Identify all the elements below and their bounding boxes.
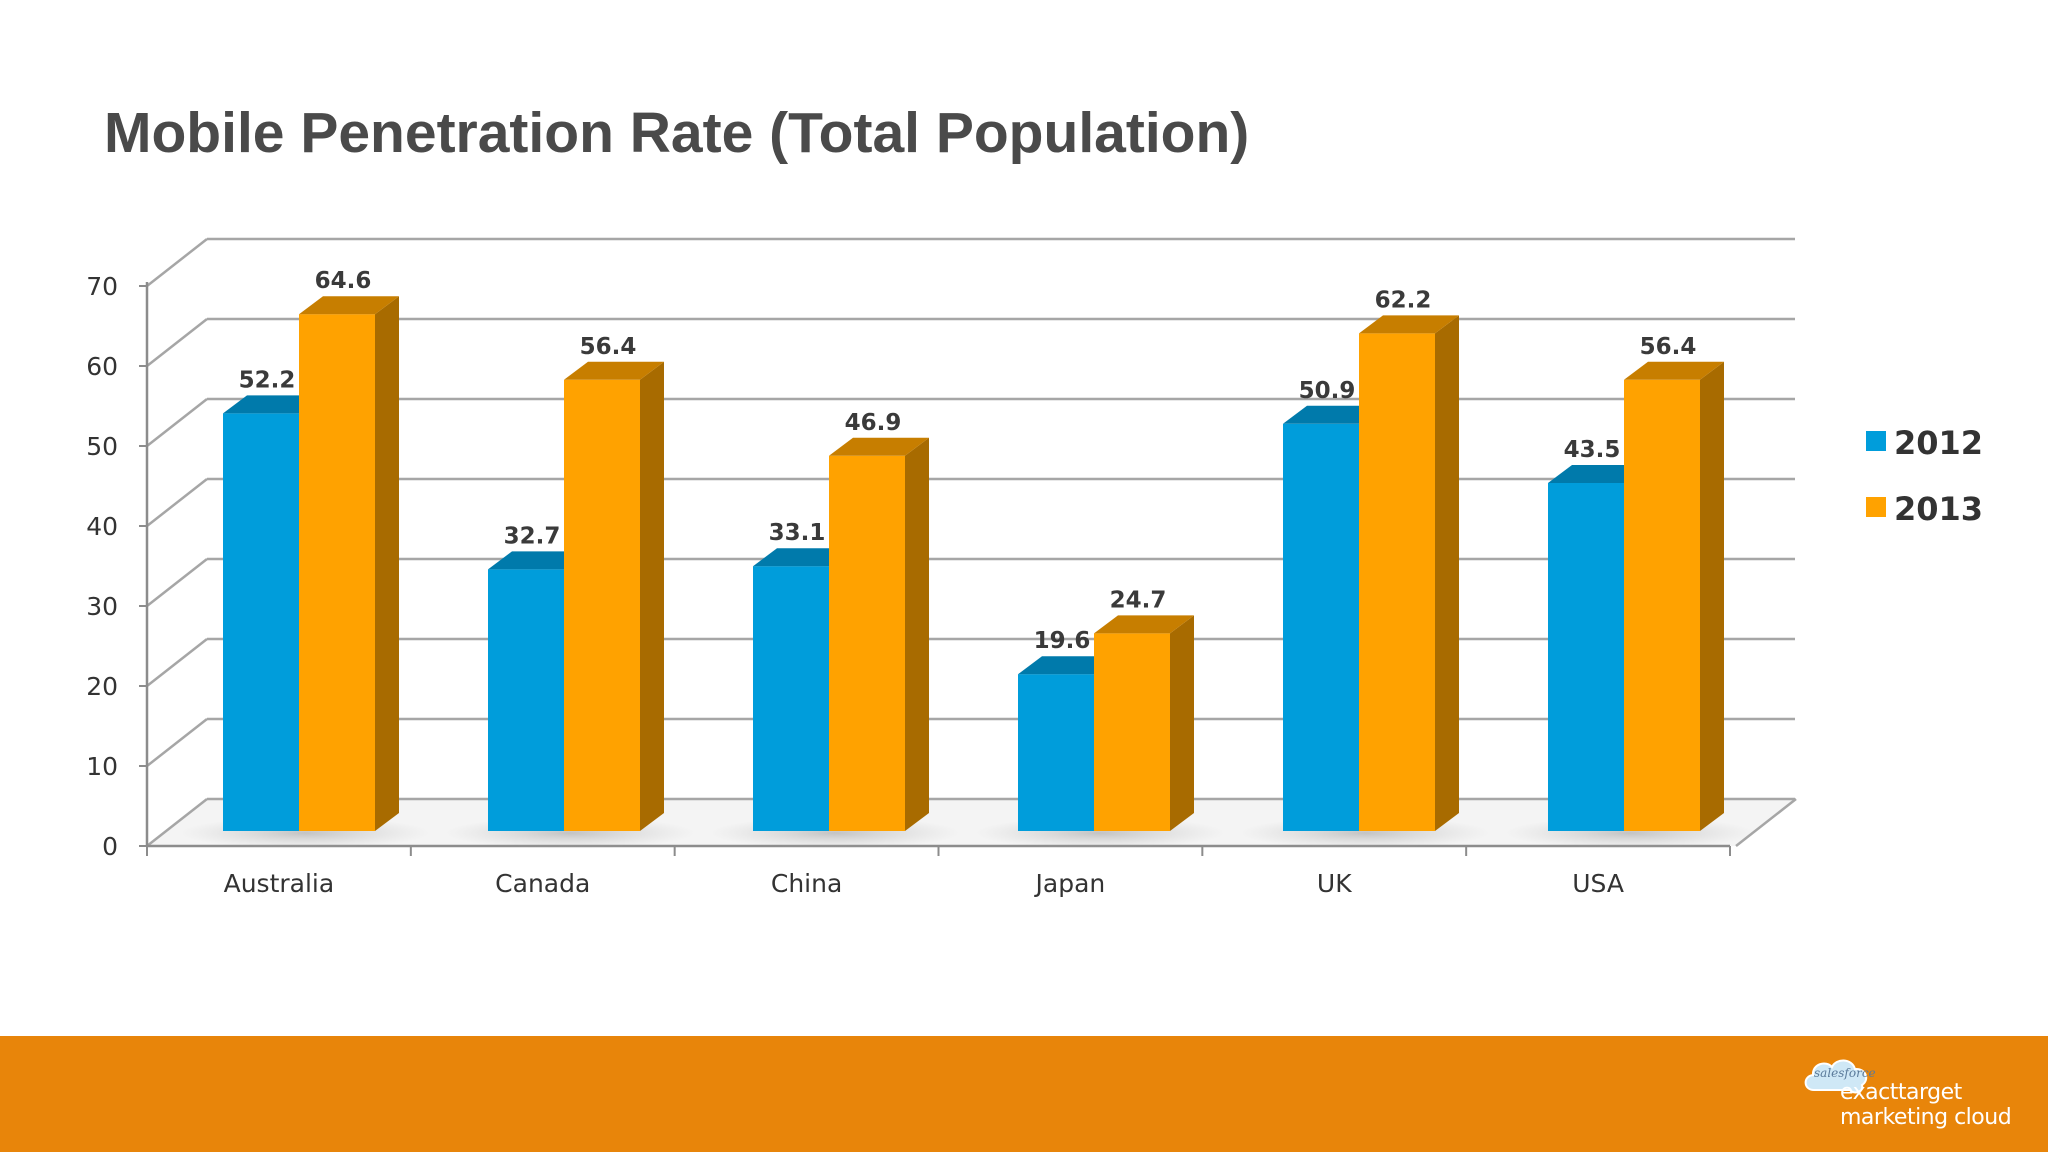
bar-front bbox=[223, 413, 299, 831]
gridline-side bbox=[146, 638, 208, 687]
gridline-side bbox=[146, 238, 208, 287]
data-label: 32.7 bbox=[504, 523, 561, 549]
bar-side bbox=[1170, 615, 1194, 831]
bar-top bbox=[1359, 315, 1459, 334]
y-tick-label: 10 bbox=[86, 752, 118, 781]
legend-label: 2012 bbox=[1894, 424, 1983, 462]
bar-front bbox=[1094, 633, 1170, 831]
bar-2013-australia bbox=[299, 296, 399, 831]
bar-top bbox=[1548, 465, 1648, 483]
bar-top bbox=[1283, 405, 1383, 424]
legend: 2012 2013 bbox=[1866, 424, 1983, 528]
x-tick-label: Australia bbox=[224, 869, 335, 898]
bar-front bbox=[1359, 333, 1435, 831]
data-label: 62.2 bbox=[1375, 287, 1432, 313]
y-tick-label: 0 bbox=[102, 832, 118, 861]
bar-top bbox=[1094, 615, 1194, 634]
logo-cloud-text: salesforce bbox=[1814, 1066, 1876, 1080]
y-tick-label: 70 bbox=[86, 272, 118, 301]
bar-2013-canada bbox=[564, 361, 664, 831]
gridline-side bbox=[146, 478, 208, 527]
logo-line-2: marketing cloud bbox=[1840, 1105, 2012, 1130]
bar-2013-japan bbox=[1094, 615, 1194, 831]
y-tick-label: 50 bbox=[86, 432, 118, 461]
x-tick-label: USA bbox=[1572, 869, 1624, 898]
bar-front bbox=[564, 379, 640, 831]
x-tick-label: Japan bbox=[1034, 869, 1106, 898]
data-label: 19.6 bbox=[1034, 628, 1091, 654]
bar-front bbox=[1283, 423, 1359, 831]
bars bbox=[180, 296, 1755, 849]
gridline-side bbox=[146, 318, 208, 367]
bar-side bbox=[1700, 361, 1724, 831]
bar-front bbox=[1548, 483, 1624, 831]
bar-top bbox=[299, 296, 399, 315]
legend-swatch bbox=[1866, 497, 1886, 517]
data-label: 43.5 bbox=[1564, 437, 1621, 463]
data-label: 33.1 bbox=[769, 520, 826, 546]
axes: 0 10 20 30 40 50 60 70 Australia Canada China Japan… bbox=[86, 272, 1731, 898]
data-labels: 52.2 64.6 32.7 56.4 33.1 46.9 19.6 24.7 50.9 62.2… bbox=[239, 268, 1697, 654]
brand-logo: salesforce exacttarget marketing cloud bbox=[1800, 1050, 2012, 1140]
bar-front bbox=[488, 569, 564, 831]
page-title: Mobile Penetration Rate (Total Populatio… bbox=[104, 101, 1250, 165]
gridline-side bbox=[146, 718, 208, 767]
bar-top bbox=[564, 361, 664, 380]
bar-top bbox=[829, 437, 929, 456]
legend-label: 2013 bbox=[1894, 490, 1983, 528]
bar-front bbox=[1018, 674, 1094, 831]
cloud-icon bbox=[1804, 1059, 1868, 1094]
data-label: 56.4 bbox=[580, 334, 637, 360]
bar-2013-usa bbox=[1624, 361, 1724, 831]
gridline-side bbox=[146, 558, 208, 607]
x-tick-label: China bbox=[771, 869, 842, 898]
bar-top bbox=[1624, 361, 1724, 380]
data-label: 64.6 bbox=[315, 268, 372, 294]
y-tick-label: 20 bbox=[86, 672, 118, 701]
bar-2013-china bbox=[829, 437, 929, 831]
x-tick-label: UK bbox=[1317, 869, 1352, 898]
bar-2013-uk bbox=[1359, 315, 1459, 831]
data-label: 24.7 bbox=[1110, 587, 1167, 613]
bar-side bbox=[375, 296, 399, 831]
legend-swatch bbox=[1866, 431, 1886, 451]
chart: 0 10 20 30 40 50 60 70 Australia Canada China Japan… bbox=[86, 237, 1983, 898]
bar-top bbox=[223, 395, 323, 414]
bar-front bbox=[1624, 379, 1700, 831]
bar-front bbox=[829, 455, 905, 831]
y-tick-label: 60 bbox=[86, 352, 118, 381]
gridline-side bbox=[146, 798, 208, 847]
bar-side bbox=[905, 437, 929, 831]
x-tick-label: Canada bbox=[495, 869, 590, 898]
footer-band bbox=[0, 1036, 2048, 1152]
data-label: 46.9 bbox=[845, 410, 902, 436]
data-label: 56.4 bbox=[1640, 334, 1697, 360]
bar-top bbox=[1018, 656, 1118, 675]
logo-line-1: exacttarget bbox=[1840, 1080, 1962, 1105]
bar-front bbox=[753, 566, 829, 831]
data-label: 52.2 bbox=[239, 367, 296, 393]
gridline-side bbox=[146, 398, 208, 447]
bar-top bbox=[488, 551, 588, 570]
bar-top bbox=[753, 548, 853, 567]
y-tick-label: 30 bbox=[86, 592, 118, 621]
bar-side bbox=[640, 361, 664, 831]
data-label: 50.9 bbox=[1299, 378, 1356, 404]
y-tick-label: 40 bbox=[86, 512, 118, 541]
bar-front bbox=[299, 314, 375, 831]
bar-side bbox=[1435, 315, 1459, 831]
